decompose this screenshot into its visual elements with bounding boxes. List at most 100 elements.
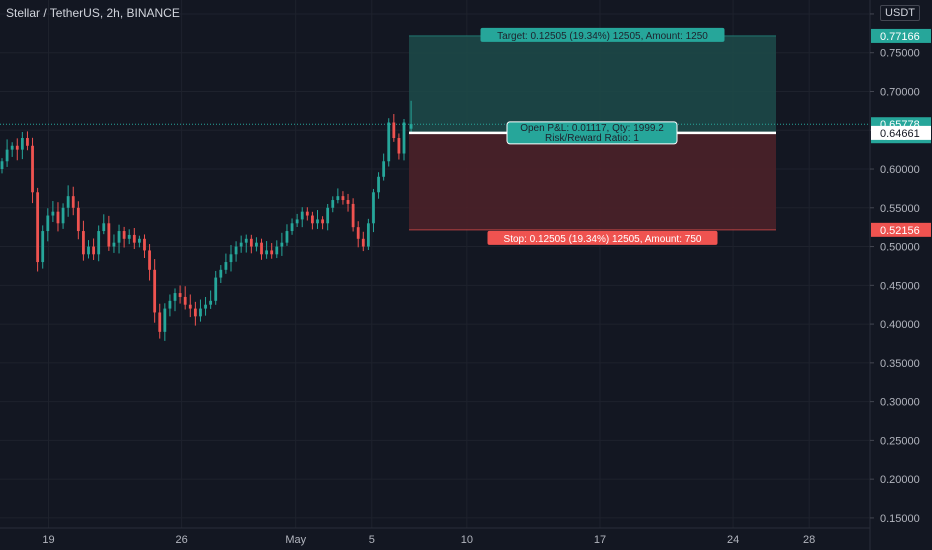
- candle: [351, 198, 355, 232]
- candle: [255, 237, 258, 252]
- candle-body: [132, 234, 136, 243]
- candle: [10, 142, 14, 157]
- candle-body: [229, 254, 233, 263]
- candle: [158, 303, 162, 339]
- chart-title[interactable]: Stellar / TetherUS, 2h, BINANCE: [6, 6, 180, 20]
- target-price-badge: 0.77166: [871, 28, 931, 43]
- y-tick-label: 0.35000: [880, 358, 920, 370]
- candle: [204, 296, 207, 316]
- candle-body: [122, 231, 126, 239]
- x-tick-label: 24: [727, 534, 739, 546]
- y-tick-label: 0.70000: [880, 86, 920, 98]
- stop-label-text: Stop: 0.12505 (19.34%) 12505, Amount: 75…: [504, 234, 702, 245]
- x-tick-label: 26: [175, 534, 187, 546]
- candle-body: [82, 231, 85, 255]
- candle: [107, 215, 111, 251]
- candle-body: [102, 223, 106, 232]
- candle-body: [316, 219, 319, 224]
- candle: [117, 224, 121, 254]
- candle: [244, 234, 248, 253]
- candle: [295, 213, 299, 227]
- risk-reward-text: Risk/Reward Ratio: 1: [545, 133, 639, 144]
- candle-body: [392, 122, 396, 139]
- candle-body: [199, 308, 202, 317]
- candle: [209, 290, 213, 309]
- target-price-badge-text: 0.77166: [880, 31, 920, 43]
- candle: [102, 214, 106, 235]
- candle: [229, 245, 233, 272]
- candle: [397, 133, 401, 160]
- candle: [199, 299, 202, 322]
- stop-label-bg: [487, 230, 718, 245]
- candle-body: [51, 211, 55, 216]
- candle-body: [397, 138, 401, 154]
- candle: [143, 234, 146, 258]
- candle: [382, 153, 386, 181]
- candle-body: [265, 250, 269, 255]
- candle: [46, 208, 50, 242]
- candle-body: [127, 234, 131, 239]
- candle-body: [341, 196, 345, 201]
- candle-body: [290, 223, 294, 232]
- y-tick-label: 0.15000: [880, 513, 920, 525]
- pnl-text: Open P&L: 0.01117, Qty: 1999.2: [520, 123, 664, 134]
- x-tick-label: May: [285, 534, 306, 546]
- candle-body: [5, 149, 9, 162]
- candle: [224, 253, 228, 274]
- currency-badge[interactable]: USDT: [880, 5, 920, 21]
- x-tick-label: 19: [42, 534, 54, 546]
- candle-body: [15, 145, 19, 150]
- candle-body: [0, 161, 4, 170]
- candle: [275, 240, 279, 259]
- candle-body: [377, 176, 380, 193]
- candle: [51, 201, 55, 223]
- candle-body: [10, 145, 14, 150]
- candle-body: [61, 207, 65, 224]
- candle-body: [137, 238, 141, 243]
- candle: [26, 131, 29, 151]
- candle-body: [163, 308, 167, 332]
- y-tick-label: 0.50000: [880, 242, 920, 254]
- candle-body: [270, 250, 274, 255]
- candle: [183, 286, 187, 310]
- candle: [112, 234, 116, 253]
- candle-body: [20, 138, 24, 150]
- candle: [97, 225, 101, 262]
- candle: [163, 303, 167, 341]
- candle: [377, 172, 380, 199]
- candle-body: [148, 250, 151, 270]
- candle-body: [193, 308, 197, 317]
- candle-body: [209, 300, 213, 305]
- candle-body: [178, 293, 182, 297]
- candle-body: [168, 300, 172, 309]
- candle-body: [107, 223, 111, 247]
- candle: [41, 225, 45, 269]
- candle: [239, 235, 243, 253]
- candle-body: [158, 312, 162, 332]
- candle-body: [66, 196, 70, 208]
- candle: [326, 204, 330, 231]
- y-tick-label: 0.45000: [880, 280, 920, 292]
- candle: [336, 188, 340, 204]
- candle: [219, 265, 223, 284]
- candle: [71, 186, 75, 216]
- candle: [31, 137, 34, 204]
- candle: [285, 224, 289, 246]
- candle-body: [382, 161, 386, 177]
- candle: [168, 294, 172, 317]
- candle-body: [183, 296, 187, 305]
- candle-last: [409, 100, 413, 135]
- candle-body: [204, 304, 207, 309]
- x-tick-label: 28: [803, 534, 815, 546]
- stop-price-badge-text: 0.52156: [880, 225, 920, 237]
- candle-body: [71, 196, 75, 208]
- stop-zone: [409, 132, 776, 230]
- candle-body: [234, 246, 238, 255]
- candle-body: [97, 231, 101, 255]
- candle-body: [143, 238, 146, 251]
- candle-body: [260, 242, 263, 255]
- candle-body: [361, 238, 365, 247]
- candle: [20, 132, 24, 160]
- candle-body: [336, 196, 340, 201]
